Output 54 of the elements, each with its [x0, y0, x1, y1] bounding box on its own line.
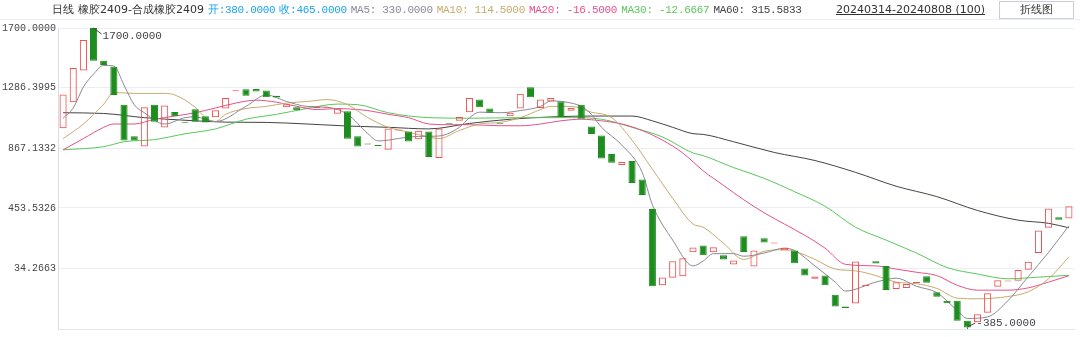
chart-title: 日线 [52, 2, 74, 18]
line-series [62, 64, 1070, 319]
text: 收:465.0000 [279, 3, 347, 18]
y-tick-label: 34.2663 [13, 263, 56, 275]
candlestick [628, 161, 636, 184]
candlestick [344, 111, 352, 139]
candlestick [293, 107, 301, 111]
candlestick [699, 245, 707, 256]
annotation: -385.0000 [976, 316, 1036, 329]
candlestick [953, 300, 961, 321]
candlestick [191, 109, 199, 122]
candlestick [882, 265, 890, 291]
y-tick-label: 453.5326 [7, 202, 56, 214]
candlestick [252, 88, 260, 92]
candlestick [648, 208, 656, 287]
candlestick [557, 101, 565, 118]
candlestick [90, 28, 98, 61]
candlestick [719, 255, 728, 260]
candlestick [110, 66, 118, 95]
candlestick [801, 268, 809, 276]
text: 折线图 [999, 1, 1074, 19]
text: MA10: 114.5000 [436, 3, 525, 18]
candlestick [130, 136, 138, 141]
candlestick [821, 275, 829, 286]
candlestick [354, 136, 362, 147]
candlestick [242, 89, 250, 96]
candlestick [150, 104, 159, 122]
chart-subtitle: 橡胶2409-合成橡胶2409 [78, 2, 204, 18]
candlestick [608, 154, 616, 163]
candlestick [923, 276, 931, 283]
candlestick [872, 261, 880, 264]
y-tick-label: 867.1332 [7, 142, 56, 154]
candlestick [120, 104, 128, 141]
candlestick [740, 236, 748, 253]
annotation: 1700.0000 [102, 29, 162, 42]
candlestick [425, 131, 433, 157]
y-tick-label: 1700.0000 [1, 22, 56, 34]
candlestick [760, 238, 768, 243]
text: MA30: -12.6667 [621, 3, 710, 18]
line-series [62, 112, 1070, 229]
candlestick [831, 294, 839, 307]
text: MA60: 315.5833 [713, 3, 802, 18]
candlestick [638, 179, 646, 196]
candlestick [791, 250, 799, 264]
candlestick [486, 108, 494, 113]
text: MA5: 330.0000 [350, 3, 433, 18]
text: 开:380.0000 [207, 3, 276, 18]
y-tick-label: 1286.3995 [1, 82, 56, 94]
text: MA20: -16.5000 [528, 3, 618, 18]
candlestick [577, 104, 585, 119]
candlestick [201, 116, 209, 123]
text: 20240314-20240808 (100) [835, 2, 985, 18]
candlestick [598, 135, 606, 159]
candlestick [933, 292, 941, 297]
